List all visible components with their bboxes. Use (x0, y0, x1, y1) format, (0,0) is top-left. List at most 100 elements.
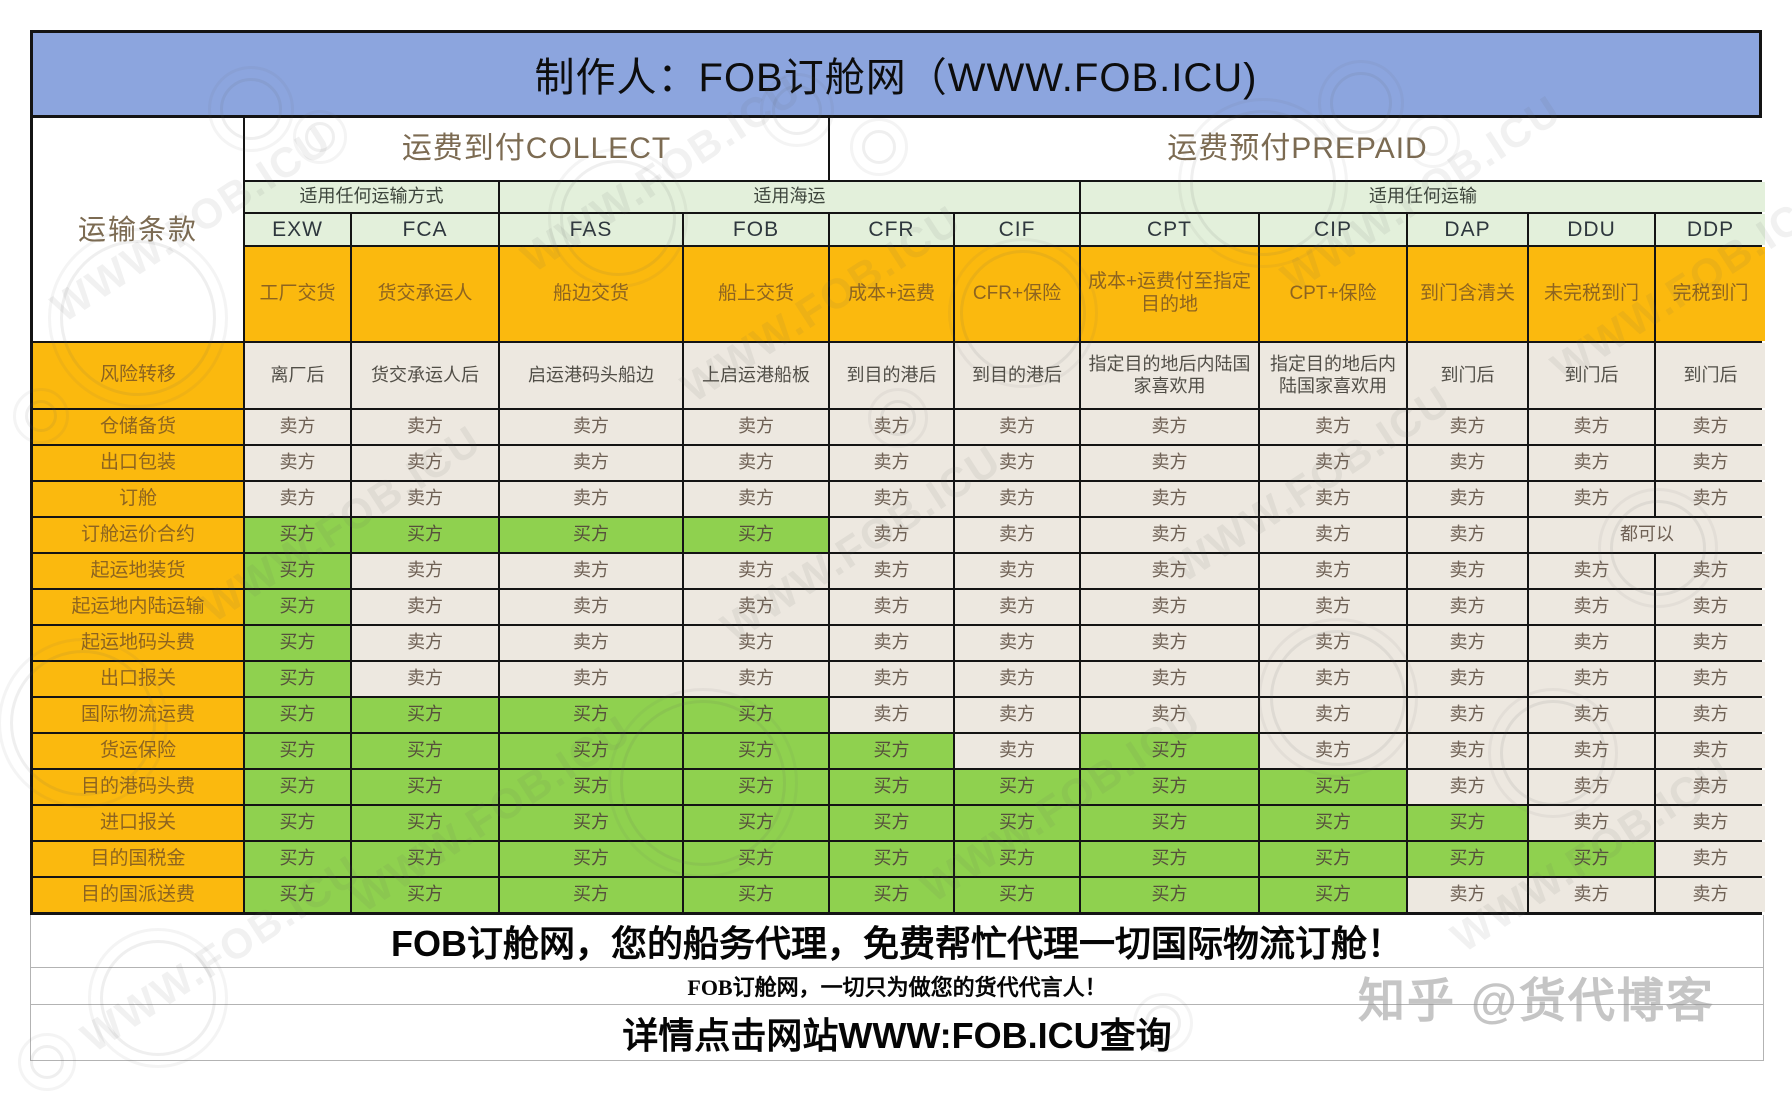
party-cell: 卖方 (1081, 626, 1258, 660)
party-cell: 卖方 (1260, 626, 1406, 660)
party-cell: 卖方 (500, 590, 682, 624)
row-label: 起运地码头费 (33, 626, 243, 660)
party-cell: 卖方 (352, 554, 498, 588)
party-cell: 卖方 (1529, 410, 1654, 444)
row-label: 目的国税金 (33, 842, 243, 876)
party-cell: 买方 (1529, 842, 1654, 876)
party-cell: 买方 (684, 770, 828, 804)
party-cell: 卖方 (500, 554, 682, 588)
risk-cell: 到目的港后 (955, 343, 1079, 408)
party-cell: 卖方 (500, 446, 682, 480)
party-cell: 卖方 (1529, 626, 1654, 660)
party-cell: 买方 (500, 734, 682, 768)
term-description: 船边交货 (500, 247, 682, 341)
party-cell: 买方 (500, 770, 682, 804)
row-label: 起运地装货 (33, 554, 243, 588)
term-description: 未完税到门 (1529, 247, 1654, 341)
party-cell: 卖方 (1656, 482, 1765, 516)
party-cell: 卖方 (830, 410, 953, 444)
party-cell: 买方 (684, 878, 828, 912)
party-cell: 卖方 (1408, 878, 1527, 912)
party-cell: 卖方 (1260, 446, 1406, 480)
party-cell: 卖方 (1656, 626, 1765, 660)
party-cell: 买方 (1081, 734, 1258, 768)
party-cell: 卖方 (1656, 698, 1765, 732)
party-cell: 买方 (1260, 842, 1406, 876)
party-cell: 卖方 (245, 446, 350, 480)
term-header: CFR (830, 214, 953, 245)
party-cell: 卖方 (830, 626, 953, 660)
party-cell: 卖方 (955, 626, 1079, 660)
risk-cell: 指定目的地后内陆国家喜欢用 (1260, 343, 1406, 408)
party-cell: 卖方 (352, 662, 498, 696)
party-cell: 卖方 (500, 626, 682, 660)
party-cell: 卖方 (684, 590, 828, 624)
party-cell: 卖方 (955, 554, 1079, 588)
term-header: EXW (245, 214, 350, 245)
party-cell: 卖方 (352, 626, 498, 660)
party-cell: 卖方 (1081, 410, 1258, 444)
party-cell: 买方 (1081, 842, 1258, 876)
party-cell: 卖方 (1260, 590, 1406, 624)
party-cell: 买方 (955, 842, 1079, 876)
footer-line-2: FOB订舱网，一切只为做您的货代代言人！ (31, 968, 1763, 1005)
term-header: DDU (1529, 214, 1654, 245)
party-cell: 卖方 (352, 482, 498, 516)
party-cell: 卖方 (684, 626, 828, 660)
party-cell: 卖方 (1529, 878, 1654, 912)
term-header: DAP (1408, 214, 1527, 245)
party-cell: 买方 (684, 842, 828, 876)
party-cell: 卖方 (1408, 626, 1527, 660)
term-header: CPT (1081, 214, 1258, 245)
party-cell: 买方 (245, 626, 350, 660)
column-group-header: 运费预付PREPAID (830, 118, 1765, 180)
corner-transport-terms: 运输条款 (33, 118, 243, 341)
party-cell: 买方 (500, 806, 682, 840)
party-cell: 卖方 (1408, 410, 1527, 444)
risk-cell: 指定目的地后内陆国家喜欢用 (1081, 343, 1258, 408)
party-cell: 卖方 (955, 518, 1079, 552)
party-cell: 卖方 (1656, 734, 1765, 768)
party-cell: 卖方 (245, 410, 350, 444)
column-scope-header: 适用海运 (500, 182, 1079, 212)
term-header: DDP (1656, 214, 1765, 245)
party-cell: 卖方 (1081, 518, 1258, 552)
party-cell: 卖方 (1529, 662, 1654, 696)
term-description: 成本+运费付至指定目的地 (1081, 247, 1258, 341)
risk-cell: 启运港码头船边 (500, 343, 682, 408)
row-label: 国际物流运费 (33, 698, 243, 732)
party-cell: 卖方 (1529, 482, 1654, 516)
party-cell: 卖方 (1081, 482, 1258, 516)
term-header: CIP (1260, 214, 1406, 245)
term-description: 到门含清关 (1408, 247, 1527, 341)
party-cell: 卖方 (1260, 662, 1406, 696)
party-cell: 买方 (245, 878, 350, 912)
party-cell: 卖方 (245, 482, 350, 516)
party-cell: 卖方 (1408, 446, 1527, 480)
party-cell: 卖方 (1260, 698, 1406, 732)
party-cell: 卖方 (1081, 698, 1258, 732)
risk-cell: 到门后 (1656, 343, 1765, 408)
party-cell: 买方 (352, 806, 498, 840)
incoterms-table: 运输条款 运费到付COLLECT 运费预付PREPAID 适用任何运输方式 适用海运 适用… (30, 118, 1765, 915)
party-cell: 买方 (245, 662, 350, 696)
term-description: CFR+保险 (955, 247, 1079, 341)
party-cell: 买方 (1260, 806, 1406, 840)
party-cell: 买方 (955, 770, 1079, 804)
party-cell: 卖方 (684, 446, 828, 480)
party-cell: 卖方 (1260, 410, 1406, 444)
party-cell: 买方 (830, 878, 953, 912)
risk-cell: 到门后 (1529, 343, 1654, 408)
party-cell: 买方 (955, 878, 1079, 912)
party-cell: 买方 (245, 518, 350, 552)
party-cell: 卖方 (1260, 734, 1406, 768)
term-header: CIF (955, 214, 1079, 245)
party-cell: 卖方 (830, 518, 953, 552)
party-cell: 卖方 (1408, 698, 1527, 732)
column-scope-header: 适用任何运输方式 (245, 182, 498, 212)
party-cell: 买方 (830, 770, 953, 804)
party-cell: 买方 (245, 554, 350, 588)
party-cell: 卖方 (352, 446, 498, 480)
party-cell: 买方 (684, 698, 828, 732)
party-cell: 卖方 (830, 446, 953, 480)
